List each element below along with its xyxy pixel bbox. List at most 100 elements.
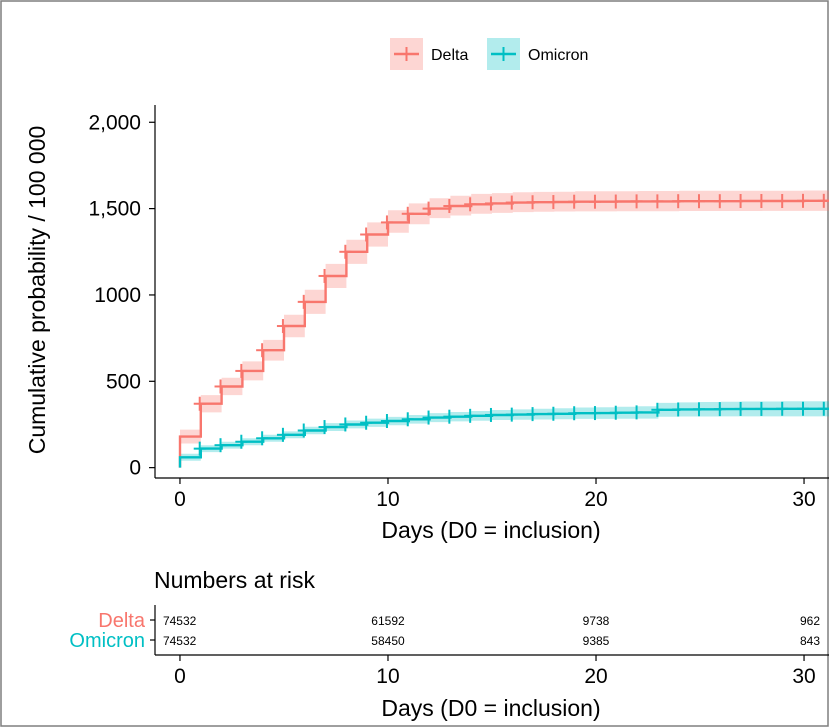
- omicron-censor-mark: [796, 401, 809, 416]
- omicron-censor-mark: [318, 420, 331, 435]
- omicron-censor-mark: [713, 402, 726, 417]
- delta-censor-mark: [422, 201, 435, 216]
- x-tick-label: 0: [174, 488, 186, 511]
- delta-censor-mark: [276, 319, 289, 334]
- omicron-censor-mark: [422, 410, 435, 425]
- risk-table: Delta 74532 61592 9738 962 Omicron 74532 58450 9…: [69, 605, 829, 688]
- delta-censor-mark: [318, 268, 331, 283]
- risk-value-delta: 61592: [371, 614, 405, 628]
- risk-value-delta: 962: [800, 614, 820, 628]
- delta-censor-mark: [713, 194, 726, 209]
- risk-value-omicron: 9385: [583, 634, 610, 648]
- risk-x-tick-label: 30: [792, 665, 815, 688]
- omicron-censor-mark: [672, 402, 685, 417]
- risk-value-omicron: 843: [800, 634, 820, 648]
- delta-censor-mark: [547, 195, 560, 210]
- delta-censor-mark: [193, 396, 206, 411]
- delta-censor-mark: [526, 195, 539, 210]
- legend-label-delta: Delta: [431, 47, 468, 64]
- omicron-censor-mark: [547, 406, 560, 421]
- delta-censor-mark: [755, 194, 768, 209]
- omicron-censor-mark: [526, 407, 539, 422]
- omicron-censor-mark: [568, 406, 581, 421]
- omicron-censor-mark: [443, 409, 456, 424]
- omicron-censor-mark: [505, 407, 518, 422]
- delta-censor-mark: [443, 199, 456, 214]
- delta-censor-mark: [651, 194, 664, 209]
- delta-censor-mark: [734, 194, 747, 209]
- risk-value-delta: 74532: [163, 614, 197, 628]
- risk-table-x-axis-title: Days (D0 = inclusion): [381, 695, 600, 721]
- censor-marks: [193, 193, 829, 456]
- risk-table-title: Numbers at risk: [154, 567, 316, 593]
- legend: Delta Omicron: [390, 38, 588, 70]
- delta-censor-mark: [256, 343, 269, 358]
- omicron-censor-mark: [276, 427, 289, 442]
- y-axis-title: Cumulative probability / 100 000: [24, 126, 50, 455]
- legend-item-omicron: Omicron: [487, 38, 588, 70]
- omicron-censor-mark: [339, 417, 352, 432]
- omicron-censor-mark: [734, 401, 747, 416]
- delta-censor-mark: [609, 194, 622, 209]
- delta-censor-mark: [588, 194, 601, 209]
- omicron-censor-mark: [401, 412, 414, 427]
- omicron-censor-mark: [214, 438, 227, 453]
- risk-value-omicron: 58450: [371, 634, 405, 648]
- x-tick-label: 10: [376, 488, 399, 511]
- delta-censor-mark: [297, 294, 310, 309]
- delta-censor-mark: [401, 206, 414, 221]
- delta-censor-mark: [339, 244, 352, 259]
- delta-censor-mark: [568, 194, 581, 209]
- risk-x-tick-label: 0: [174, 665, 186, 688]
- omicron-censor-mark: [380, 414, 393, 429]
- omicron-censor-mark: [193, 441, 206, 456]
- legend-label-omicron: Omicron: [528, 47, 588, 64]
- omicron-ci-band: [180, 401, 829, 461]
- delta-censor-mark: [505, 195, 518, 210]
- delta-censor-mark: [214, 379, 227, 394]
- omicron-censor-mark: [297, 423, 310, 438]
- delta-censor-mark: [464, 197, 477, 212]
- delta-step-line: [178, 199, 829, 468]
- y-tick-label: 500: [106, 370, 141, 393]
- y-tick-label: 2,000: [88, 111, 141, 134]
- series-lines: [178, 199, 829, 468]
- delta-censor-mark: [672, 194, 685, 209]
- delta-censor-mark: [380, 215, 393, 230]
- omicron-censor-mark: [235, 434, 248, 449]
- confidence-bands: [180, 190, 829, 461]
- legend-item-delta: Delta: [390, 38, 468, 70]
- main-axes: 0 500 1000 1,500 2,000 0 10 20 30: [88, 105, 829, 511]
- omicron-censor-mark: [630, 405, 643, 420]
- x-tick-label: 20: [584, 488, 607, 511]
- omicron-censor-mark: [256, 431, 269, 446]
- risk-group-label-omicron: Omicron: [69, 630, 145, 652]
- delta-censor-mark: [360, 227, 373, 242]
- omicron-censor-mark: [692, 402, 705, 417]
- risk-x-tick-label: 10: [376, 665, 399, 688]
- delta-censor-mark: [692, 194, 705, 209]
- y-tick-label: 0: [129, 457, 141, 480]
- risk-value-delta: 9738: [583, 614, 610, 628]
- omicron-censor-mark: [755, 401, 768, 416]
- omicron-censor-mark: [817, 401, 829, 416]
- delta-censor-mark: [235, 363, 248, 378]
- omicron-censor-mark: [464, 408, 477, 423]
- risk-value-omicron: 74532: [163, 634, 197, 648]
- y-tick-label: 1,500: [88, 198, 141, 221]
- x-tick-label: 30: [792, 488, 815, 511]
- delta-censor-mark: [796, 193, 809, 208]
- omicron-censor-mark: [651, 402, 664, 417]
- y-tick-label: 1000: [94, 284, 141, 307]
- delta-censor-mark: [776, 194, 789, 209]
- delta-censor-mark: [484, 196, 497, 211]
- omicron-censor-mark: [588, 406, 601, 421]
- delta-censor-mark: [630, 194, 643, 209]
- risk-x-tick-label: 20: [584, 665, 607, 688]
- omicron-censor-mark: [360, 415, 373, 430]
- omicron-censor-mark: [484, 407, 497, 422]
- omicron-censor-mark: [609, 405, 622, 420]
